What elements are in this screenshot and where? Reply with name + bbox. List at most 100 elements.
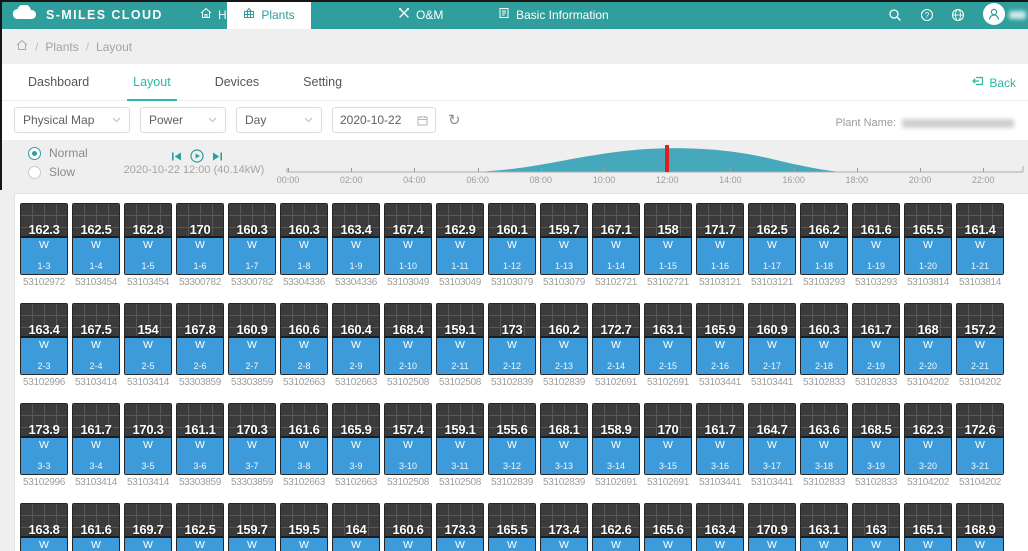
panel-module[interactable]: 170.3W3-5 <box>124 403 172 475</box>
panel-module[interactable]: 167.4W1-10 <box>384 203 432 275</box>
panel-module[interactable]: 160.1W1-12 <box>488 203 536 275</box>
panel-module[interactable]: 161.7W3-16 <box>696 403 744 475</box>
panel-module[interactable]: 160.3W1-7 <box>228 203 276 275</box>
panel-module[interactable]: 158.9W3-14 <box>592 403 640 475</box>
panel-module[interactable]: 161.7W3-4 <box>72 403 120 475</box>
nav-item-basic-information[interactable]: Basic Information <box>498 0 609 29</box>
panel-module[interactable]: 162.9W1-11 <box>436 203 484 275</box>
panel-module[interactable]: 173.4W <box>540 503 588 551</box>
panel-module[interactable]: 163.4W2-3 <box>20 303 68 375</box>
panel-module[interactable]: 164W <box>332 503 380 551</box>
help-icon[interactable]: ? <box>920 8 934 22</box>
panel-module[interactable]: 162.8W1-5 <box>124 203 172 275</box>
panel-module[interactable]: 167.8W2-6 <box>176 303 224 375</box>
panel-module[interactable]: 173.3W <box>436 503 484 551</box>
panel-module[interactable]: 173.9W3-3 <box>20 403 68 475</box>
panel-module[interactable]: 166.2W1-18 <box>800 203 848 275</box>
panel-module[interactable]: 165.1W <box>904 503 952 551</box>
panel-module[interactable]: 165.5W <box>488 503 536 551</box>
panel-module[interactable]: 160.6W2-8 <box>280 303 328 375</box>
panel-module[interactable]: 173W2-12 <box>488 303 536 375</box>
panel-module[interactable]: 168.9W <box>956 503 1004 551</box>
panel-module[interactable]: 163.4W <box>696 503 744 551</box>
panel-module[interactable]: 157.2W2-21 <box>956 303 1004 375</box>
avatar[interactable] <box>983 3 1005 25</box>
panel-module[interactable]: 162.5W1-4 <box>72 203 120 275</box>
time-marker[interactable] <box>665 145 669 172</box>
panel-module[interactable]: 160.9W2-7 <box>228 303 276 375</box>
breadcrumb-home-icon[interactable] <box>16 39 28 54</box>
panel-module[interactable]: 160.9W2-17 <box>748 303 796 375</box>
breadcrumb-item-plants[interactable]: Plants <box>45 40 78 54</box>
panel-module[interactable]: 162.6W <box>592 503 640 551</box>
panel-module[interactable]: 159.5W <box>280 503 328 551</box>
panel-module[interactable]: 160.6W <box>384 503 432 551</box>
panel-module[interactable]: 170W3-15 <box>644 403 692 475</box>
panel-module[interactable]: 159.7W <box>228 503 276 551</box>
back-button[interactable]: Back <box>972 64 1016 101</box>
speed-option-normal[interactable]: Normal <box>28 146 88 160</box>
panel-module[interactable]: 163.8W <box>20 503 68 551</box>
panel-module[interactable]: 160.2W2-13 <box>540 303 588 375</box>
panel-module[interactable]: 170W1-6 <box>176 203 224 275</box>
panel-module[interactable]: 160.4W2-9 <box>332 303 380 375</box>
panel-module[interactable]: 167.1W1-14 <box>592 203 640 275</box>
radio-slow[interactable] <box>28 166 41 179</box>
panel-module[interactable]: 157.4W3-10 <box>384 403 432 475</box>
globe-icon[interactable] <box>951 8 965 22</box>
search-icon[interactable] <box>888 8 902 22</box>
panel-module[interactable]: 154W2-5 <box>124 303 172 375</box>
panel-module[interactable]: 163.6W3-18 <box>800 403 848 475</box>
timeline[interactable]: 00:0002:0004:0006:0008:0010:0012:0014:00… <box>286 141 1028 191</box>
panel-module[interactable]: 165.6W <box>644 503 692 551</box>
period-select[interactable]: Day <box>236 107 322 133</box>
panel-module[interactable]: 162.5W <box>176 503 224 551</box>
radio-normal[interactable] <box>28 147 41 160</box>
refresh-icon[interactable]: ↻ <box>448 113 461 128</box>
panel-module[interactable]: 160.3W1-8 <box>280 203 328 275</box>
date-picker[interactable] <box>332 107 436 133</box>
panel-module[interactable]: 161.6W1-19 <box>852 203 900 275</box>
panel-module[interactable]: 158W1-15 <box>644 203 692 275</box>
panel-module[interactable]: 171.7W1-16 <box>696 203 744 275</box>
date-input[interactable] <box>340 113 410 127</box>
panel-module[interactable]: 168.5W3-19 <box>852 403 900 475</box>
panel-module[interactable]: 163.1W <box>800 503 848 551</box>
speed-option-slow[interactable]: Slow <box>28 165 88 179</box>
panel-module[interactable]: 155.6W3-12 <box>488 403 536 475</box>
panel-module[interactable]: 165.9W3-9 <box>332 403 380 475</box>
nav-item-plants[interactable]: Plants <box>227 0 311 29</box>
panel-module[interactable]: 168W2-20 <box>904 303 952 375</box>
panel-module[interactable]: 162.3W1-3 <box>20 203 68 275</box>
map-type-select[interactable]: Physical Map <box>14 107 130 133</box>
panel-module[interactable]: 161.4W1-21 <box>956 203 1004 275</box>
panel-module[interactable]: 162.5W1-17 <box>748 203 796 275</box>
panel-module[interactable]: 163.4W1-9 <box>332 203 380 275</box>
nav-item-om[interactable]: O&M <box>398 0 443 29</box>
tab-devices[interactable]: Devices <box>215 64 259 100</box>
panel-module[interactable]: 167.5W2-4 <box>72 303 120 375</box>
tab-dashboard[interactable]: Dashboard <box>28 64 89 100</box>
panel-module[interactable]: 168.1W3-13 <box>540 403 588 475</box>
panel-module[interactable]: 164.7W3-17 <box>748 403 796 475</box>
tab-setting[interactable]: Setting <box>303 64 342 100</box>
panel-module[interactable]: 169.7W <box>124 503 172 551</box>
panel-module[interactable]: 165.9W2-16 <box>696 303 744 375</box>
panel-module[interactable]: 170.3W3-7 <box>228 403 276 475</box>
panel-module[interactable]: 165.5W1-20 <box>904 203 952 275</box>
panel-module[interactable]: 172.7W2-14 <box>592 303 640 375</box>
metric-select[interactable]: Power <box>140 107 226 133</box>
panel-module[interactable]: 170.9W <box>748 503 796 551</box>
tab-layout[interactable]: Layout <box>133 64 171 100</box>
panel-module[interactable]: 168.4W2-10 <box>384 303 432 375</box>
panel-module[interactable]: 162.3W3-20 <box>904 403 952 475</box>
panel-module[interactable]: 161.6W <box>72 503 120 551</box>
panel-module[interactable]: 161.7W2-19 <box>852 303 900 375</box>
panel-module[interactable]: 160.3W2-18 <box>800 303 848 375</box>
panel-module[interactable]: 163W <box>852 503 900 551</box>
panel-module[interactable]: 172.6W3-21 <box>956 403 1004 475</box>
panel-module[interactable]: 159.7W1-13 <box>540 203 588 275</box>
panel-module[interactable]: 159.1W3-11 <box>436 403 484 475</box>
panel-module[interactable]: 161.6W3-8 <box>280 403 328 475</box>
panel-module[interactable]: 163.1W2-15 <box>644 303 692 375</box>
